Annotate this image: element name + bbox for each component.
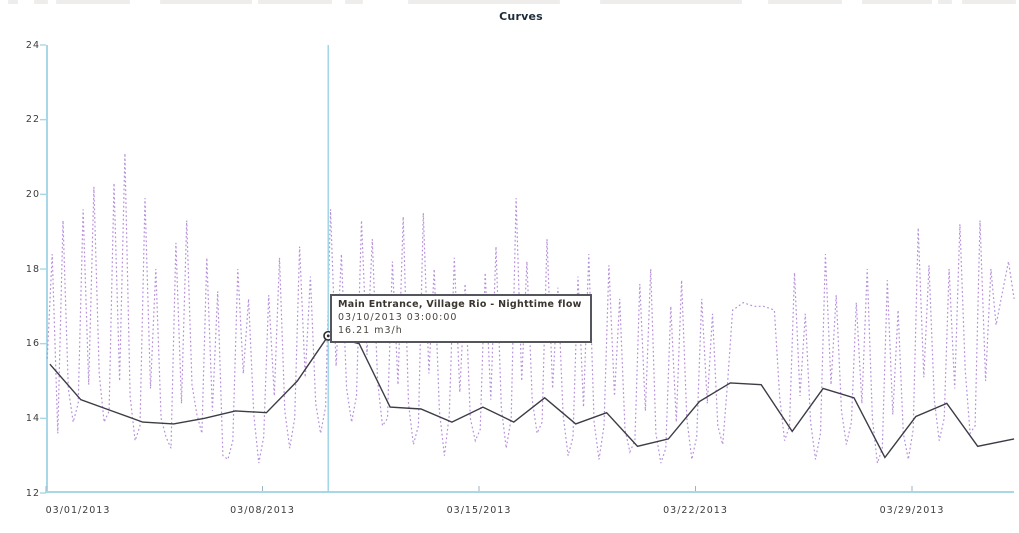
tooltip-series-name: Main Entrance, Village Rio - Nighttime f… (338, 299, 582, 310)
toolbar-fragment (56, 0, 130, 4)
toolbar-fragment (962, 0, 1016, 4)
toolbar-fragment (408, 0, 560, 4)
x-tick-label: 03/01/2013 (45, 505, 111, 516)
y-tick-label: 18 (25, 263, 40, 275)
toolbar-fragment (600, 0, 742, 4)
y-tick-label: 22 (25, 114, 40, 126)
x-tick-label: 03/08/2013 (230, 505, 295, 516)
chart-title: Curves (499, 10, 543, 23)
x-tick-label: 03/29/2013 (879, 505, 945, 516)
data-tooltip: Main Entrance, Village Rio - Nighttime f… (330, 294, 592, 343)
x-tick-label: 03/22/2013 (663, 505, 728, 516)
toolbar-fragment (345, 0, 363, 4)
y-tick-label: 20 (25, 188, 40, 200)
y-tick-label: 16 (25, 338, 40, 350)
toolbar-fragment (258, 0, 332, 4)
y-tick-label: 12 (25, 487, 40, 499)
x-tick-label: 03/15/2013 (446, 505, 512, 516)
toolbar-fragment (8, 0, 18, 4)
y-tick-label: 14 (25, 412, 40, 424)
toolbar-fragment (34, 0, 48, 4)
toolbar-fragment (938, 0, 952, 4)
cropped-toolbar-strip (0, 0, 1019, 5)
toolbar-fragment (862, 0, 932, 4)
tooltip-timestamp: 03/10/2013 03:00:00 (338, 312, 458, 323)
tooltip-value: 16.21 m3/h (338, 325, 403, 336)
toolbar-fragment (160, 0, 252, 4)
toolbar-fragment (768, 0, 842, 4)
y-tick-label: 24 (25, 39, 40, 51)
